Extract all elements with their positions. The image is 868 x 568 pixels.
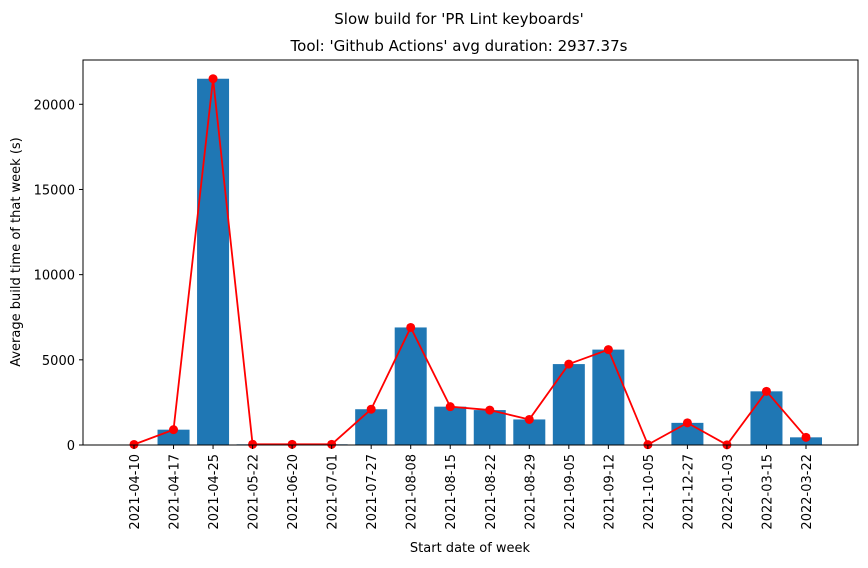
y-tick-label: 20000 — [34, 98, 75, 113]
x-axis: 2021-04-10 2021-04-17 2021-04-25 2021-05-22… — [128, 445, 815, 530]
line-point — [564, 360, 573, 369]
x-tick-label: 2021-05-22 — [247, 454, 262, 530]
x-tick-label: 2021-12-27 — [681, 454, 696, 530]
bar — [474, 410, 506, 445]
x-tick-label: 2021-04-17 — [168, 454, 183, 530]
line-point — [525, 415, 534, 424]
line-group — [130, 74, 811, 449]
line-point — [169, 425, 178, 434]
x-tick-label: 2022-03-22 — [800, 454, 815, 530]
x-tick-label: 2021-09-12 — [602, 454, 617, 530]
bar — [592, 350, 624, 445]
line-point — [485, 406, 494, 415]
x-tick-label: 2021-08-22 — [484, 454, 499, 530]
line-point — [367, 405, 376, 414]
y-axis: 0 5000 10000 15000 20000 — [34, 98, 83, 454]
x-axis-label: Start date of week — [410, 541, 531, 556]
line-point — [683, 418, 692, 427]
line-point — [209, 74, 218, 83]
line-point — [446, 402, 455, 411]
x-tick-label: 2021-04-25 — [207, 454, 222, 530]
x-tick-label: 2021-08-29 — [523, 454, 538, 530]
line-series — [134, 79, 806, 445]
bar — [750, 391, 782, 445]
line-point — [406, 323, 415, 332]
x-tick-label: 2021-04-10 — [128, 454, 143, 530]
bar — [553, 364, 585, 445]
bar — [197, 79, 229, 445]
x-tick-label: 2022-03-15 — [760, 454, 775, 530]
chart-suptitle: Slow build for 'PR Lint keyboards' — [334, 10, 584, 28]
line-point — [604, 345, 613, 354]
x-tick-label: 2021-07-01 — [326, 454, 341, 530]
x-tick-label: 2021-06-20 — [286, 454, 301, 530]
y-tick-label: 15000 — [34, 183, 75, 198]
y-axis-label: Average build time of that week (s) — [9, 137, 24, 367]
bar — [395, 327, 427, 445]
x-tick-label: 2022-01-03 — [721, 454, 736, 530]
y-tick-label: 0 — [67, 439, 75, 454]
y-tick-label: 10000 — [34, 269, 75, 284]
x-tick-label: 2021-10-05 — [642, 454, 657, 530]
x-tick-label: 2021-08-08 — [405, 454, 420, 530]
chart-title: Tool: 'Github Actions' avg duration: 293… — [290, 37, 628, 55]
bars-group — [118, 79, 822, 445]
bar — [434, 407, 466, 445]
line-point — [762, 387, 771, 396]
bar — [355, 409, 387, 445]
line-point — [802, 433, 811, 442]
x-tick-label: 2021-08-15 — [444, 454, 459, 530]
x-tick-label: 2021-07-27 — [365, 454, 380, 530]
x-tick-label: 2021-09-05 — [563, 454, 578, 530]
y-tick-label: 5000 — [42, 354, 75, 369]
